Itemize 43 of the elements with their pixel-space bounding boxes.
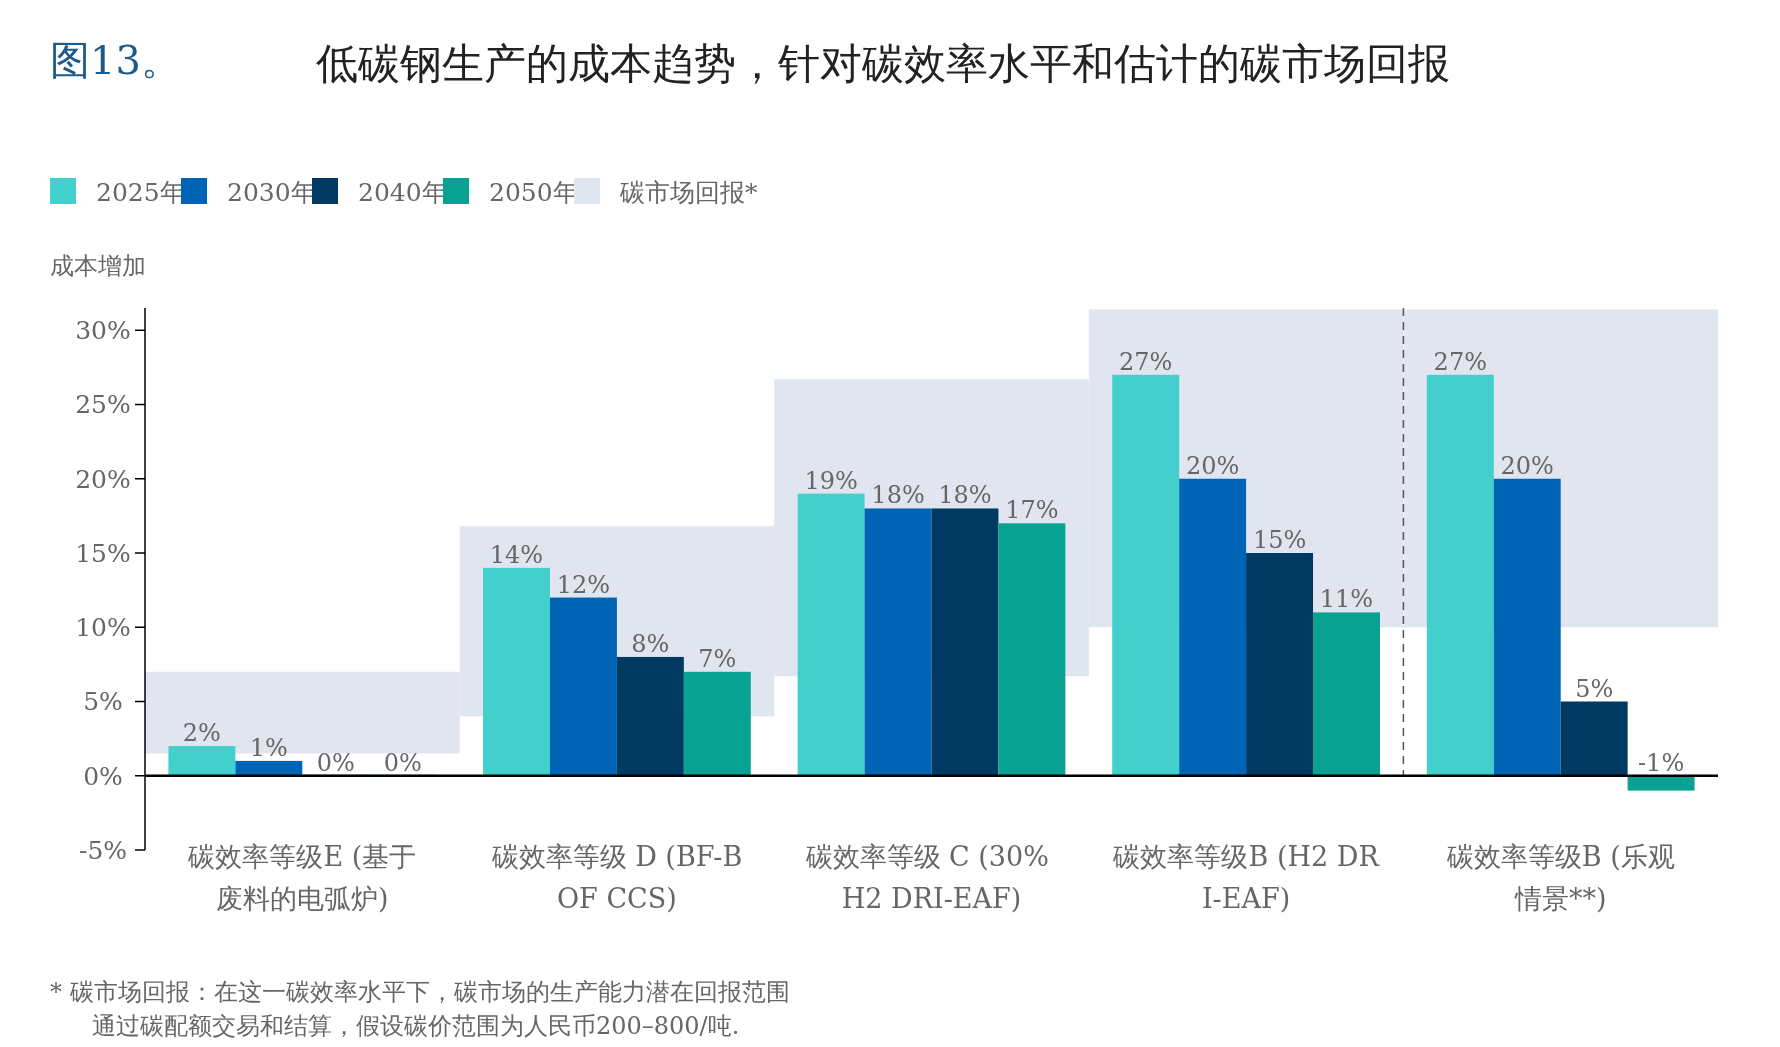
text: 通过碳配额交易和结算，假设碳价范围为人民币200–800/吨.: [92, 1012, 740, 1040]
y-tick-label: 20%: [75, 464, 131, 494]
legend-label: 2030年: [227, 178, 316, 207]
data-label: 20%: [1500, 451, 1554, 480]
data-label: 18%: [938, 481, 992, 510]
legend-label: 2025年: [96, 178, 185, 207]
x-tick-label: 碳效率等级E (基于废料的电弧炉): [187, 841, 417, 914]
data-label: 19%: [804, 466, 858, 495]
data-label: 14%: [489, 540, 544, 569]
legend-label: 2050年: [489, 178, 578, 207]
x-tick-label: 碳效率等级B (乐观情景**): [1445, 841, 1675, 914]
data-label: 11%: [1319, 585, 1374, 614]
data-label: 0%: [316, 748, 355, 777]
legend-label: 碳市场回报*: [619, 178, 758, 207]
y-tick-label: 0%: [83, 761, 123, 791]
x-tick-label: 碳效率等级B (H2 DRI-EAF): [1112, 841, 1380, 914]
data-label: -1%: [1638, 748, 1685, 777]
y-tick-label: 5%: [83, 687, 123, 717]
data-label: 8%: [631, 629, 670, 658]
data-label: 7%: [698, 644, 737, 673]
data-label: 5%: [1575, 674, 1614, 703]
data-label: 27%: [1433, 347, 1487, 376]
y-tick-label: -5%: [78, 835, 128, 865]
data-label: 1%: [249, 733, 288, 762]
chart-subtitle: 低碳钢生产的成本趋势，针对碳效率水平和估计的碳市场回报: [316, 39, 1450, 88]
y-axis-title: 成本增加: [50, 252, 146, 280]
data-label: 18%: [871, 481, 925, 510]
y-tick-label: 25%: [75, 390, 131, 420]
y-tick-label: 10%: [75, 613, 131, 643]
data-label: 17%: [1005, 496, 1059, 525]
legend-label: 2040年: [358, 178, 447, 207]
data-label: 2%: [182, 719, 221, 748]
x-tick-label: 碳效率等级 C (30% H2 DRI-EAF): [804, 841, 1058, 914]
data-label: 12%: [556, 570, 611, 599]
y-tick-label: 30%: [75, 316, 131, 346]
text: * 碳市场回报：在这一碳效率水平下，碳市场的生产能力潜在回报范围: [50, 978, 790, 1006]
data-label: 15%: [1252, 526, 1307, 555]
y-tick-label: 15%: [75, 538, 131, 568]
data-label: 0%: [383, 748, 422, 777]
x-tick-label: 碳效率等级 D (BF-BOF CCS): [490, 841, 743, 914]
chart-title: 图13。: [50, 37, 181, 83]
data-label: 20%: [1185, 451, 1240, 480]
data-label: 27%: [1119, 347, 1173, 376]
